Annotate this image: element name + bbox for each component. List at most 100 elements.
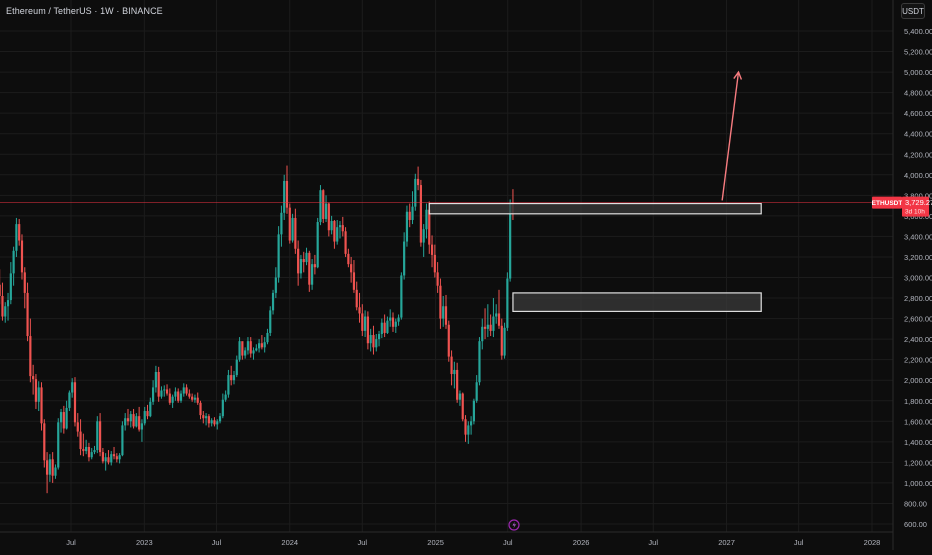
candle bbox=[216, 419, 219, 430]
y-tick-label: 5,200.00 bbox=[904, 48, 932, 57]
candle-body bbox=[129, 414, 132, 422]
x-tick-label: Jul bbox=[358, 538, 368, 547]
y-tick-label: 5,000.00 bbox=[904, 68, 932, 77]
candle-body bbox=[391, 317, 395, 327]
candle bbox=[483, 308, 487, 340]
y-tick-label: 1,800.00 bbox=[904, 397, 932, 406]
candle bbox=[280, 205, 283, 247]
candle-body bbox=[71, 382, 74, 393]
candle-body bbox=[322, 190, 325, 219]
candle-body bbox=[363, 316, 367, 331]
candle bbox=[305, 247, 308, 266]
candle bbox=[82, 433, 85, 457]
candle-body bbox=[313, 264, 316, 268]
zone-rectangle[interactable] bbox=[512, 292, 762, 312]
candle-body bbox=[140, 423, 144, 430]
candle bbox=[227, 369, 230, 398]
candle bbox=[163, 385, 166, 397]
candle-body bbox=[59, 412, 63, 423]
candle-body bbox=[68, 392, 71, 408]
candle-body bbox=[213, 420, 216, 425]
candle-body bbox=[324, 203, 328, 219]
trend-arrow[interactable] bbox=[721, 70, 743, 201]
candle-body bbox=[249, 341, 252, 354]
candle bbox=[461, 392, 464, 422]
x-tick-label: 2028 bbox=[864, 538, 881, 547]
candle bbox=[324, 195, 328, 223]
candle-body bbox=[179, 393, 183, 401]
candle bbox=[383, 314, 386, 338]
candle bbox=[20, 234, 24, 280]
candle bbox=[503, 322, 506, 359]
y-tick-label: 5,400.00 bbox=[904, 27, 932, 36]
dividend-event-icon[interactable] bbox=[508, 519, 520, 531]
candle bbox=[196, 392, 199, 405]
candle-body bbox=[118, 455, 121, 460]
candle-body bbox=[193, 397, 197, 400]
candle-body bbox=[48, 459, 51, 475]
candle bbox=[160, 386, 163, 399]
candle-body bbox=[310, 264, 314, 285]
candle-body bbox=[277, 234, 280, 278]
candle bbox=[126, 408, 130, 426]
candle-body bbox=[177, 391, 180, 401]
zone-rectangle[interactable] bbox=[428, 202, 762, 215]
candle-body bbox=[163, 389, 166, 391]
candle-body bbox=[397, 317, 400, 322]
candle bbox=[157, 366, 160, 402]
candle bbox=[51, 452, 54, 483]
candle-body bbox=[319, 190, 322, 223]
candle-body bbox=[347, 253, 350, 265]
candle-body bbox=[483, 326, 487, 329]
candle-body bbox=[467, 425, 470, 435]
candle-body bbox=[453, 369, 456, 375]
candle bbox=[391, 312, 395, 332]
candle-body bbox=[188, 393, 191, 397]
candle-body bbox=[135, 416, 138, 427]
y-axis[interactable]: 600.00 800.00 1,000.00 1,200.00 1,400.00 1,60… bbox=[892, 0, 932, 550]
x-axis[interactable]: Jul 2023 Jul 2024 Jul 2025 Jul 2026 Jul 2027 Jul 20… bbox=[0, 531, 893, 547]
candle-body bbox=[149, 401, 152, 417]
candle-body bbox=[430, 244, 434, 255]
candle-body bbox=[171, 396, 174, 403]
currency-button[interactable]: USDT bbox=[901, 3, 925, 19]
candle bbox=[492, 298, 495, 338]
candle-body bbox=[45, 460, 49, 475]
candle bbox=[235, 355, 238, 378]
candle-body bbox=[294, 217, 297, 249]
candle-body bbox=[85, 446, 88, 452]
y-tick-label: 1,600.00 bbox=[904, 417, 932, 426]
candle bbox=[294, 208, 297, 254]
candle-body bbox=[165, 389, 169, 394]
candle bbox=[495, 304, 498, 324]
candle bbox=[34, 374, 38, 409]
candle-body bbox=[32, 376, 35, 380]
candle-body bbox=[23, 272, 26, 293]
candle-body bbox=[104, 457, 107, 462]
candle bbox=[238, 337, 241, 362]
candle bbox=[177, 388, 180, 403]
candle-body bbox=[419, 185, 422, 243]
candle-body bbox=[207, 416, 210, 424]
candle bbox=[425, 203, 428, 239]
annotations[interactable] bbox=[428, 70, 762, 312]
candle bbox=[165, 384, 169, 396]
candle-body bbox=[98, 421, 102, 453]
candle-body bbox=[344, 231, 347, 254]
candle-body bbox=[481, 326, 484, 342]
candle bbox=[397, 314, 400, 326]
candle-body bbox=[470, 421, 473, 426]
candle bbox=[478, 337, 481, 386]
ticker-badge-bg bbox=[872, 196, 902, 209]
candle-body bbox=[355, 289, 358, 308]
y-tick-label: 4,400.00 bbox=[904, 130, 932, 139]
candle-body bbox=[174, 391, 177, 397]
x-tick-label: 2026 bbox=[573, 538, 590, 547]
candle bbox=[405, 205, 409, 247]
candle-body bbox=[43, 423, 46, 461]
candle bbox=[232, 370, 236, 385]
candle bbox=[436, 262, 439, 293]
candle-body bbox=[235, 359, 238, 376]
